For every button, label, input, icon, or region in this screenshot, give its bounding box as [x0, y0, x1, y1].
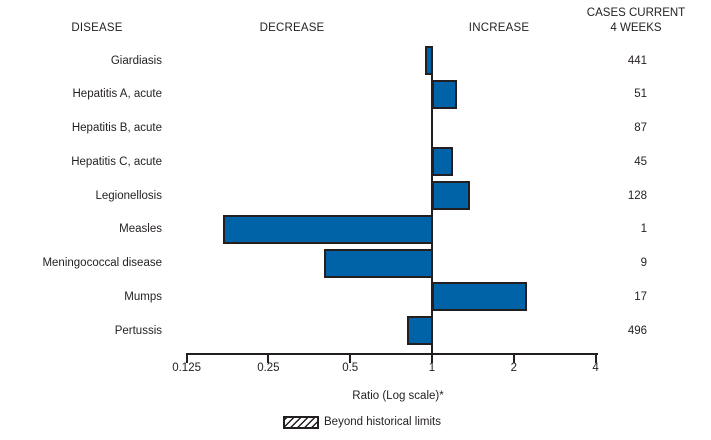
- disease-label: Hepatitis B, acute: [71, 122, 162, 134]
- x-axis-tick: [594, 354, 597, 363]
- x-axis-tick-label: 2: [510, 362, 517, 374]
- legend-label: Beyond historical limits: [324, 416, 441, 428]
- ratio-bar: [323, 248, 433, 278]
- ratio-bar: [432, 79, 458, 109]
- column-header-cases-current-4-weeks: CASES CURRENT 4 WEEKS: [587, 6, 685, 36]
- x-axis-title: Ratio (Log scale)*: [352, 390, 444, 402]
- ratio-bar: [222, 214, 433, 244]
- cases-count: 17: [634, 290, 647, 303]
- x-axis-tick-label: 0.5: [342, 362, 359, 374]
- disease-label: Mumps: [124, 290, 162, 303]
- cases-count: 441: [627, 54, 647, 67]
- disease-label: Giardiasis: [110, 54, 162, 67]
- cases-count: 496: [627, 324, 647, 337]
- cases-header-line2: 4 WEEKS: [610, 22, 662, 34]
- disease-label: Pertussis: [114, 324, 162, 337]
- cases-count: 9: [640, 257, 647, 269]
- column-header-decrease: DECREASE: [259, 22, 325, 34]
- x-axis-tick: [185, 354, 188, 363]
- beyond-historical-limits-swatch: [283, 416, 319, 429]
- disease-label: Measles: [119, 223, 162, 236]
- cases-count: 45: [634, 155, 647, 168]
- ratio-bar: [432, 181, 471, 210]
- disease-label: Hepatitis C, acute: [71, 155, 162, 168]
- disease-label: Legionellosis: [95, 189, 163, 202]
- cases-count: 51: [634, 88, 647, 101]
- ratio-bar: [432, 282, 528, 312]
- cases-header-line1: CASES CURRENT: [586, 7, 686, 19]
- x-axis-tick-label: 0.125: [172, 362, 201, 374]
- disease-label: Hepatitis A, acute: [72, 88, 163, 101]
- ratio-one-reference-line: [431, 46, 433, 355]
- x-axis-tick-label: 0.25: [257, 362, 280, 374]
- column-header-increase: INCREASE: [468, 22, 530, 34]
- x-axis-tick-label: 1: [428, 362, 436, 374]
- ratio-bar: [407, 316, 433, 345]
- cases-count: 87: [634, 122, 647, 134]
- column-header-disease: DISEASE: [71, 22, 123, 34]
- x-axis-tick: [267, 354, 270, 363]
- cases-count: 128: [627, 189, 647, 202]
- x-axis-tick: [349, 354, 352, 363]
- x-axis-line: [186, 353, 598, 355]
- x-axis-tick: [431, 354, 433, 363]
- ratio-bar: [432, 147, 453, 177]
- cases-count: 1: [640, 223, 647, 236]
- x-axis-tick-label: 4: [592, 362, 599, 374]
- x-axis-tick: [512, 354, 515, 363]
- disease-label: Meningococcal disease: [42, 257, 162, 269]
